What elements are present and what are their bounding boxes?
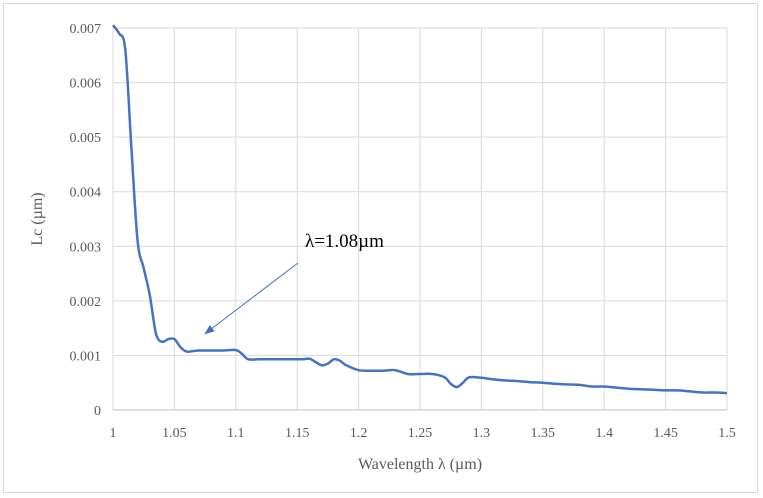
y-tick-label: 0.006 — [70, 77, 102, 92]
y-tick-label: 0.007 — [70, 22, 102, 37]
x-tick-label: 1.5 — [718, 426, 736, 441]
y-tick-label: 0.005 — [70, 131, 102, 146]
x-tick-label: 1.45 — [653, 426, 678, 441]
x-tick-label: 1.3 — [473, 426, 491, 441]
y-tick-label: 0.001 — [70, 349, 102, 364]
series-lines — [112, 24, 728, 395]
annotations: λ=1.08µm — [204, 231, 384, 335]
x-tick-label: 1.1 — [227, 426, 245, 441]
x-tick-label: 1.05 — [162, 426, 187, 441]
lc-series-line — [112, 24, 728, 395]
annotation-label: λ=1.08µm — [305, 231, 384, 252]
tick-labels: 0 0.001 0.002 0.003 0.004 0.005 0.006 0.007 1 1.0… — [70, 22, 736, 441]
x-tick-label: 1.35 — [531, 426, 556, 441]
y-tick-label: 0.003 — [70, 240, 102, 255]
annotation-arrow — [204, 262, 299, 335]
x-tick-label: 1 — [110, 426, 117, 441]
x-axis-title: Wavelength λ (µm) — [358, 456, 482, 473]
x-tick-label: 1.4 — [595, 426, 613, 441]
gridlines — [112, 27, 728, 411]
x-tick-label: 1.15 — [285, 426, 310, 441]
y-tick-label: 0.004 — [70, 186, 102, 201]
y-tick-label: 0.002 — [70, 295, 102, 310]
y-tick-label: 0 — [94, 404, 101, 419]
x-tick-label: 1.2 — [350, 426, 368, 441]
x-tick-label: 1.25 — [408, 426, 433, 441]
y-axis-title: Lc (µm) — [29, 192, 46, 245]
